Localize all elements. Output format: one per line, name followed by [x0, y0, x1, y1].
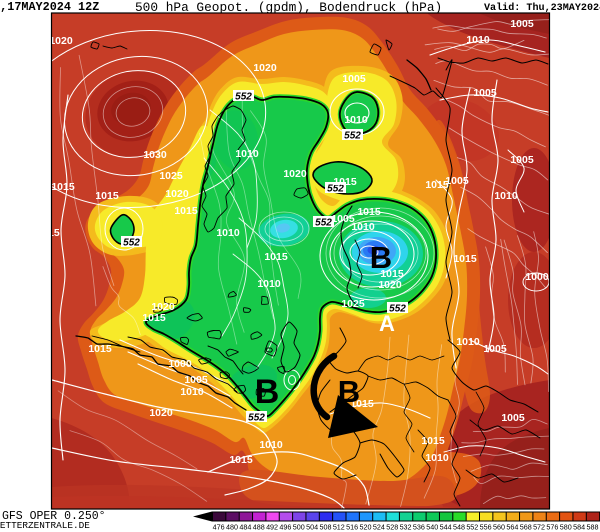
svg-text:1010: 1010	[257, 278, 281, 290]
svg-text:1025: 1025	[159, 170, 183, 182]
svg-text:B: B	[370, 240, 392, 275]
svg-text:1015: 1015	[453, 253, 477, 265]
svg-text:1020: 1020	[253, 62, 277, 74]
svg-text:1020: 1020	[151, 301, 175, 313]
svg-text:1025: 1025	[341, 298, 365, 310]
svg-text:516: 516	[346, 523, 358, 532]
svg-text:548: 548	[453, 523, 465, 532]
svg-text:Fr,17MAY2024 12Z: Fr,17MAY2024 12Z	[0, 0, 99, 14]
svg-text:496: 496	[279, 523, 291, 532]
svg-text:528: 528	[386, 523, 398, 532]
svg-text:1010: 1010	[351, 221, 375, 233]
svg-text:1005: 1005	[473, 87, 497, 99]
svg-text:552: 552	[123, 238, 140, 249]
svg-text:1010: 1010	[180, 386, 204, 398]
svg-text:1015: 1015	[51, 181, 75, 193]
svg-text:1010: 1010	[216, 227, 240, 239]
svg-text:476: 476	[213, 523, 225, 532]
svg-text:1015: 1015	[350, 398, 374, 410]
svg-text:1015: 1015	[264, 251, 288, 263]
svg-text:552: 552	[315, 218, 332, 229]
svg-text:1015: 1015	[421, 435, 445, 447]
svg-text:1010: 1010	[235, 148, 259, 160]
svg-text:544: 544	[440, 523, 452, 532]
svg-text:1020: 1020	[165, 188, 189, 200]
svg-text:572: 572	[533, 523, 545, 532]
svg-text:524: 524	[373, 523, 385, 532]
svg-text:1015: 1015	[36, 227, 60, 239]
svg-text:512: 512	[333, 523, 345, 532]
svg-text:532: 532	[400, 523, 412, 532]
svg-text:1005: 1005	[184, 374, 208, 386]
svg-text:1015: 1015	[357, 206, 381, 218]
svg-text:540: 540	[426, 523, 438, 532]
svg-text:1015: 1015	[425, 179, 449, 191]
svg-text:552: 552	[327, 184, 344, 195]
svg-text:556: 556	[480, 523, 492, 532]
svg-text:488: 488	[253, 523, 265, 532]
svg-text:1005: 1005	[342, 73, 366, 85]
svg-text:A: A	[379, 311, 395, 336]
svg-text:1000: 1000	[525, 271, 549, 283]
svg-text:1015: 1015	[88, 343, 112, 355]
svg-text:500: 500	[293, 523, 305, 532]
svg-text:552: 552	[235, 92, 252, 103]
svg-text:1015: 1015	[174, 205, 198, 217]
svg-text:1015: 1015	[380, 268, 404, 280]
svg-text:B: B	[255, 373, 280, 411]
svg-text:584: 584	[573, 523, 585, 532]
svg-text:1015: 1015	[142, 312, 166, 324]
svg-text:520: 520	[360, 523, 372, 532]
svg-text:1030: 1030	[143, 149, 167, 161]
svg-text:1005: 1005	[510, 154, 534, 166]
svg-text:1010: 1010	[466, 34, 490, 46]
svg-text:504: 504	[306, 523, 318, 532]
svg-text:1005: 1005	[501, 412, 525, 424]
svg-text:1015: 1015	[95, 190, 119, 202]
svg-text:580: 580	[560, 523, 572, 532]
svg-text:1005: 1005	[483, 343, 507, 355]
svg-text:484: 484	[239, 523, 251, 532]
svg-text:1020: 1020	[49, 35, 73, 47]
svg-text:1010: 1010	[456, 336, 480, 348]
svg-text:480: 480	[226, 523, 238, 532]
svg-text:WETTERZENTRALE.DE: WETTERZENTRALE.DE	[0, 520, 90, 531]
svg-text:1020: 1020	[378, 279, 402, 291]
svg-text:1015: 1015	[229, 454, 253, 466]
svg-text:1005: 1005	[445, 175, 469, 187]
svg-text:1010: 1010	[259, 439, 283, 451]
svg-text:552: 552	[248, 413, 265, 424]
svg-text:1020: 1020	[149, 407, 173, 419]
svg-text:1015: 1015	[333, 176, 357, 188]
svg-text:Valid: Thu,23MAY2024 00Z: Valid: Thu,23MAY2024 00Z	[484, 2, 600, 14]
svg-text:1010: 1010	[494, 190, 518, 202]
svg-text:564: 564	[506, 523, 518, 532]
svg-text:1005: 1005	[510, 18, 534, 30]
svg-text:1020: 1020	[283, 168, 307, 180]
svg-text:1010: 1010	[425, 452, 449, 464]
svg-text:552: 552	[466, 523, 478, 532]
svg-text:576: 576	[546, 523, 558, 532]
svg-text:500 hPa Geopot. (gpdm), Bodend: 500 hPa Geopot. (gpdm), Bodendruck (hPa)	[135, 0, 442, 15]
svg-text:1010: 1010	[344, 114, 368, 126]
svg-text:552: 552	[389, 304, 406, 315]
svg-text:GFS OPER 0.250°: GFS OPER 0.250°	[2, 510, 106, 523]
svg-text:508: 508	[319, 523, 331, 532]
svg-text:1005: 1005	[331, 213, 355, 225]
svg-text:588: 588	[586, 523, 598, 532]
svg-text:552: 552	[344, 131, 361, 142]
svg-text:568: 568	[520, 523, 532, 532]
svg-text:560: 560	[493, 523, 505, 532]
svg-text:536: 536	[413, 523, 425, 532]
svg-text:492: 492	[266, 523, 278, 532]
svg-text:1000: 1000	[168, 358, 192, 370]
